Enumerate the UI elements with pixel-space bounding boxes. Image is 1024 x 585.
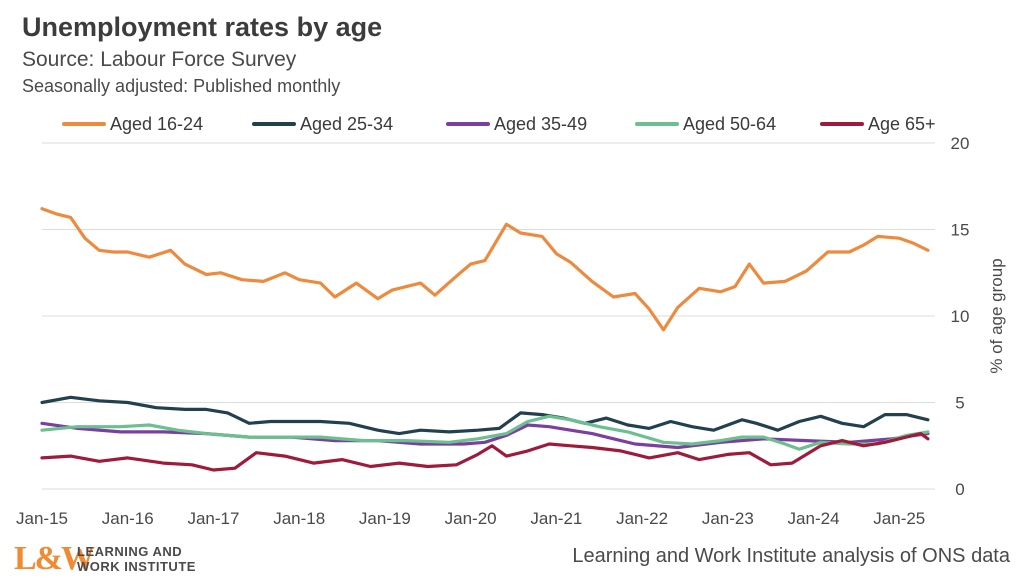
x-tick-label: Jan-15 [16, 509, 68, 528]
chart-title: Unemployment rates by age [22, 12, 383, 42]
legend-label: Age 65+ [868, 114, 936, 134]
series-line [40, 395, 930, 436]
series-line [40, 207, 930, 332]
y-tick-label: 0 [955, 480, 964, 499]
x-tick-label: Jan-21 [530, 509, 582, 528]
legend-label: Aged 35-49 [494, 114, 587, 134]
x-tick-label: Jan-25 [873, 509, 925, 528]
x-tick-label: Jan-17 [187, 509, 239, 528]
series-line [40, 414, 930, 451]
series-line [40, 432, 930, 472]
source-credit: Learning and Work Institute analysis of … [572, 545, 1010, 567]
logo-text: LEARNING AND WORK INSTITUTE [77, 544, 196, 574]
chart-subtitle-secondary: Seasonally adjusted: Published monthly [22, 76, 341, 96]
y-tick-label: 15 [951, 221, 970, 240]
legend-label: Aged 25-34 [300, 114, 393, 134]
y-tick-label: 5 [955, 394, 964, 413]
logo-text-line1: LEARNING AND [77, 544, 183, 559]
line-chart: 0 5 10 15 20 % of age group Jan-15 Jan-16 Jan-17… [16, 114, 1006, 528]
x-tick-label: Jan-24 [788, 509, 840, 528]
x-tick-label: Jan-22 [616, 509, 668, 528]
y-axis-label: % of age group [987, 258, 1006, 373]
y-tick-label: 20 [951, 134, 970, 153]
x-tick-label: Jan-18 [273, 509, 325, 528]
legend-label: Aged 50-64 [683, 114, 776, 134]
x-tick-label: Jan-19 [359, 509, 411, 528]
logo-mark: L&W [14, 540, 95, 577]
x-tick-label: Jan-16 [102, 509, 154, 528]
x-tick-label: Jan-20 [445, 509, 497, 528]
y-tick-label: 10 [951, 307, 970, 326]
x-tick-label: Jan-23 [702, 509, 754, 528]
legend-label: Aged 16-24 [110, 114, 203, 134]
chart-subtitle: Source: Labour Force Survey [22, 48, 297, 71]
learning-and-work-logo: L&W LEARNING AND WORK INSTITUTE [14, 540, 195, 577]
logo-text-line2: WORK INSTITUTE [77, 559, 196, 574]
series-line [40, 421, 930, 450]
